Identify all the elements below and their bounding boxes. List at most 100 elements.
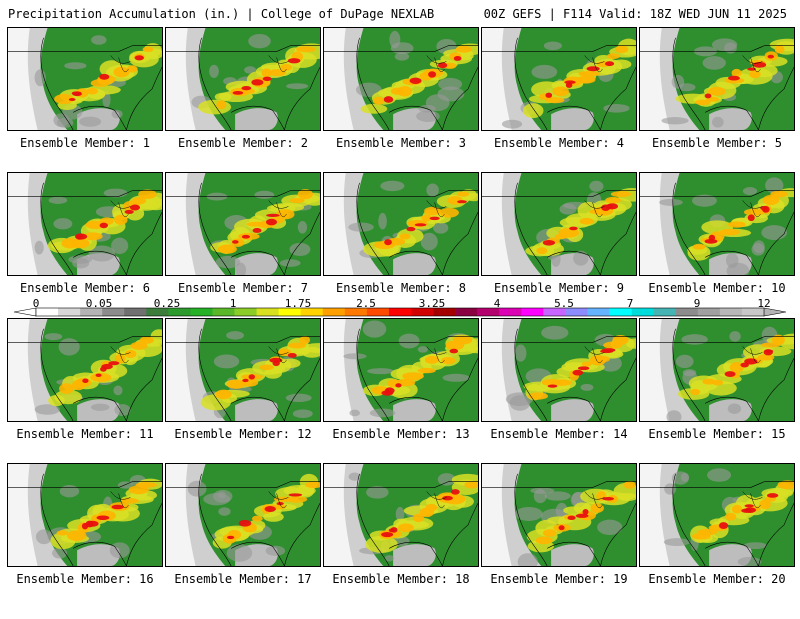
ensemble-member-label: Ensemble Member: 5 — [651, 136, 783, 150]
colorbar-tick-label: 1 — [229, 297, 237, 310]
colorbar-bin — [543, 308, 566, 316]
colorbar-bin — [102, 308, 125, 316]
colorbar-tick-label: 5.5 — [554, 297, 574, 310]
colorbar-bin — [433, 308, 456, 316]
colorbar-tick-label: 0.25 — [153, 297, 181, 310]
ensemble-member-panel: Ensemble Member: 3 — [323, 27, 479, 183]
ensemble-member-panel: Ensemble Member: 4 — [481, 27, 637, 183]
colorbar-tick-label: 2.5 — [356, 297, 376, 310]
colorbar-bin — [565, 308, 588, 316]
precip-map — [481, 172, 637, 276]
ensemble-member-panel: Ensemble Member: 16 — [7, 463, 163, 619]
ensemble-member-panel: Ensemble Member: 5 — [639, 27, 795, 183]
colorbar-bin — [366, 308, 390, 316]
ensemble-member-label: Ensemble Member: 2 — [177, 136, 309, 150]
colorbar-tick-label: 3.25 — [418, 297, 446, 310]
ensemble-member-panel: Ensemble Member: 8 — [323, 172, 479, 328]
ensemble-member-label: Ensemble Member: 3 — [335, 136, 467, 150]
precip-map — [165, 27, 321, 131]
colorbar-bin — [80, 308, 103, 316]
ensemble-member-label: Ensemble Member: 15 — [648, 427, 786, 441]
colorbar-bin — [58, 308, 81, 316]
colorbar-bin — [190, 308, 213, 316]
ensemble-member-panel: Ensemble Member: 7 — [165, 172, 321, 328]
precip-map — [165, 463, 321, 567]
colorbar-bin — [521, 308, 544, 316]
ensemble-member-label: Ensemble Member: 17 — [174, 572, 312, 586]
colorbar-tick-label: 1.75 — [284, 297, 312, 310]
colorbar-bin — [212, 308, 235, 316]
colorbar-bin — [411, 308, 434, 316]
ensemble-member-panel: Ensemble Member: 20 — [639, 463, 795, 619]
colorbar-bin — [300, 308, 324, 316]
ensemble-member-panel: Ensemble Member: 13 — [323, 318, 479, 474]
colorbar-bin — [234, 308, 257, 316]
ensemble-member-panel: Ensemble Member: 9 — [481, 172, 637, 328]
ensemble-member-panel: Ensemble Member: 6 — [7, 172, 163, 328]
ensemble-member-panel: Ensemble Member: 18 — [323, 463, 479, 619]
precip-map — [639, 463, 795, 567]
ensemble-member-label: Ensemble Member: 13 — [332, 427, 470, 441]
precip-map — [323, 318, 479, 422]
colorbar-bin — [168, 308, 191, 316]
ensemble-member-label: Ensemble Member: 6 — [19, 281, 151, 295]
colorbar-bin — [388, 308, 412, 316]
precip-map — [7, 172, 163, 276]
precip-map — [481, 463, 637, 567]
precip-colorbar — [13, 307, 787, 317]
colorbar-tick-label: 12 — [757, 297, 771, 310]
colorbar-bin — [455, 308, 478, 316]
ensemble-member-panel: Ensemble Member: 2 — [165, 27, 321, 183]
colorbar-bin — [631, 308, 654, 316]
chart-title: Precipitation Accumulation (in.) | Colle… — [8, 7, 435, 21]
precip-map — [323, 172, 479, 276]
ensemble-member-label: Ensemble Member: 8 — [335, 281, 467, 295]
precip-map — [7, 27, 163, 131]
colorbar-tick-label: 7 — [626, 297, 634, 310]
colorbar-tick-label: 9 — [693, 297, 701, 310]
ensemble-member-panel: Ensemble Member: 1 — [7, 27, 163, 183]
colorbar-bin — [322, 308, 346, 316]
precip-map — [323, 27, 479, 131]
run-valid-time: 00Z GEFS | F114 Valid: 18Z WED JUN 11 20… — [483, 7, 787, 21]
colorbar-tick-label: 4 — [493, 297, 501, 310]
colorbar-bin — [36, 308, 59, 316]
colorbar-border — [35, 307, 765, 317]
colorbar-bin — [697, 308, 721, 316]
ensemble-member-panel: Ensemble Member: 14 — [481, 318, 637, 474]
precip-map — [165, 172, 321, 276]
ensemble-member-label: Ensemble Member: 1 — [19, 136, 151, 150]
colorbar-labels: 0 0.05 0.25 1 1.75 2.5 3.25 4 5.5 7 9 12 — [0, 297, 800, 310]
ensemble-member-label: Ensemble Member: 10 — [648, 281, 786, 295]
precip-map — [7, 318, 163, 422]
colorbar-bin — [256, 308, 279, 316]
ensemble-member-label: Ensemble Member: 4 — [493, 136, 625, 150]
ensemble-member-label: Ensemble Member: 11 — [16, 427, 154, 441]
precip-map — [639, 318, 795, 422]
colorbar-bin — [741, 308, 765, 316]
colorbar-bin — [609, 308, 632, 316]
ensemble-member-label: Ensemble Member: 16 — [16, 572, 154, 586]
precip-map — [481, 318, 637, 422]
colorbar-bin — [278, 308, 302, 316]
ensemble-member-label: Ensemble Member: 7 — [177, 281, 309, 295]
ensemble-member-panel: Ensemble Member: 10 — [639, 172, 795, 328]
precip-map — [323, 463, 479, 567]
colorbar-bin — [146, 308, 169, 316]
ensemble-member-label: Ensemble Member: 19 — [490, 572, 628, 586]
ensemble-member-label: Ensemble Member: 14 — [490, 427, 628, 441]
precip-map — [481, 27, 637, 131]
colorbar-tick-label: 0.05 — [85, 297, 113, 310]
ensemble-member-label: Ensemble Member: 20 — [648, 572, 786, 586]
precip-map — [639, 27, 795, 131]
ensemble-member-label: Ensemble Member: 12 — [174, 427, 312, 441]
precip-map — [639, 172, 795, 276]
ensemble-member-panel: Ensemble Member: 12 — [165, 318, 321, 474]
ensemble-member-label: Ensemble Member: 18 — [332, 572, 470, 586]
precip-map — [165, 318, 321, 422]
colorbar-bin — [344, 308, 368, 316]
colorbar-bin — [587, 308, 610, 316]
ensemble-member-panel: Ensemble Member: 11 — [7, 318, 163, 474]
colorbar-tick-label: 0 — [32, 297, 40, 310]
ensemble-member-label: Ensemble Member: 9 — [493, 281, 625, 295]
